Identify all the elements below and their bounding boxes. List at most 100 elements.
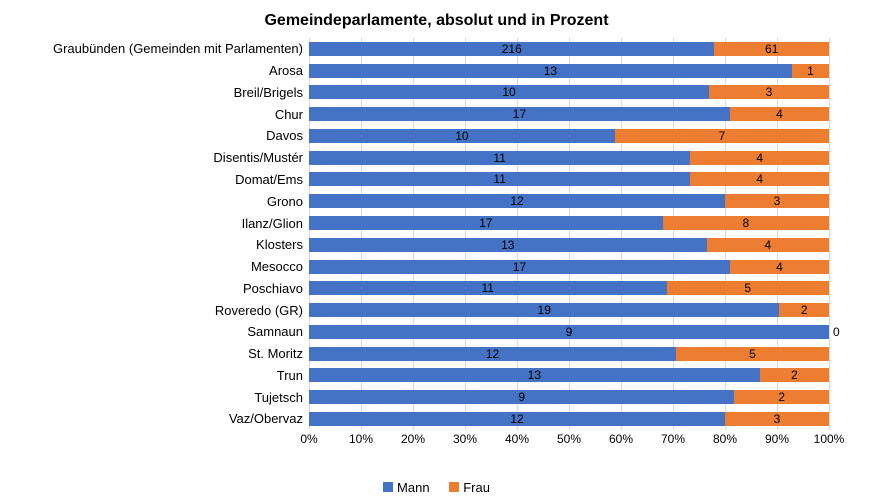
bar-value-mann: 9 (566, 325, 573, 339)
chart-row: Breil/Brigels103 (309, 82, 829, 104)
bar-track: 90 (309, 325, 829, 339)
chart-row: Samnaun90 (309, 321, 829, 343)
row-label: Samnaun (247, 324, 303, 339)
chart-row: Ilanz/Glion178 (309, 212, 829, 234)
chart-row: Davos107 (309, 125, 829, 147)
row-label: Vaz/Obervaz (229, 411, 303, 426)
bar-track: 13 1 (309, 64, 829, 78)
legend-swatch-frau (449, 482, 459, 492)
chart-rows: Graubünden (Gemeinden mit Parlamenten)21… (309, 38, 829, 430)
x-tick: 100% (814, 432, 845, 446)
bar-value-frau: 61 (765, 42, 778, 56)
chart-row: Domat/Ems114 (309, 169, 829, 191)
bar-value-mann: 12 (510, 412, 523, 426)
bar-value-mann: 10 (455, 129, 468, 143)
legend-label-mann: Mann (397, 480, 430, 495)
row-label: Disentis/Mustér (213, 150, 303, 165)
bar-value-mann: 19 (538, 303, 551, 317)
legend-item-mann: Mann (383, 480, 430, 495)
bar-track: 12 3 (309, 194, 829, 208)
bar-value-frau: 4 (756, 151, 763, 165)
bar-value-mann: 12 (486, 347, 499, 361)
bar-value-mann: 13 (528, 368, 541, 382)
x-tick: 70% (661, 432, 685, 446)
bar-value-mann: 13 (501, 238, 514, 252)
grid-line (829, 38, 830, 430)
bar-track: 10 3 (309, 85, 829, 99)
row-label: Roveredo (GR) (215, 303, 303, 318)
bar-value-frau: 5 (744, 281, 751, 295)
plot-area: Graubünden (Gemeinden mit Parlamenten)21… (309, 38, 829, 448)
row-label: Arosa (269, 63, 303, 78)
legend-item-frau: Frau (449, 480, 490, 495)
x-tick: 0% (300, 432, 317, 446)
x-tick: 40% (505, 432, 529, 446)
chart-row: Trun132 (309, 364, 829, 386)
row-label: Davos (266, 128, 303, 143)
row-label: Graubünden (Gemeinden mit Parlamenten) (53, 41, 303, 56)
bar-value-frau: 3 (774, 194, 781, 208)
chart-row: Klosters134 (309, 234, 829, 256)
bar-value-mann: 11 (493, 151, 505, 165)
bar-value-mann: 13 (544, 64, 557, 78)
chart-row: St. Moritz125 (309, 343, 829, 365)
row-label: Grono (267, 194, 303, 209)
chart-row: Poschiavo115 (309, 277, 829, 299)
bar-value-mann: 17 (479, 216, 492, 230)
bar-value-frau: 3 (774, 412, 781, 426)
bar-value-frau: 2 (801, 303, 808, 317)
bar-value-mann: 17 (513, 260, 526, 274)
bar-value-mann: 216 (502, 42, 522, 56)
chart-row: Graubünden (Gemeinden mit Parlamenten)21… (309, 38, 829, 60)
chart-row: Tujetsch92 (309, 386, 829, 408)
bar-value-frau: 0 (833, 325, 840, 339)
bar-value-mann: 12 (510, 194, 523, 208)
bar-track: 17 8 (309, 216, 829, 230)
legend: Mann Frau (0, 480, 873, 496)
row-label: Poschiavo (243, 281, 303, 296)
legend-swatch-mann (383, 482, 393, 492)
x-tick: 50% (557, 432, 581, 446)
bar-value-frau: 4 (756, 172, 763, 186)
chart-row: Arosa131 (309, 60, 829, 82)
x-tick: 30% (453, 432, 477, 446)
row-label: Domat/Ems (235, 172, 303, 187)
bar-track: 19 2 (309, 303, 829, 317)
x-tick: 10% (349, 432, 373, 446)
chart-row: Grono123 (309, 190, 829, 212)
bar-value-frau: 2 (778, 390, 785, 404)
chart-row: Roveredo (GR)192 (309, 299, 829, 321)
bar-track: 174 (309, 107, 829, 121)
bar-value-frau: 8 (742, 216, 749, 230)
row-label: Chur (275, 107, 303, 122)
bar-track: 92 (309, 390, 829, 404)
bar-track: 12 3 (309, 412, 829, 426)
bar-value-mann: 10 (502, 85, 515, 99)
bar-value-frau: 7 (719, 129, 726, 143)
bar-track: 114 (309, 172, 829, 186)
row-label: Breil/Brigels (234, 85, 303, 100)
legend-label-frau: Frau (463, 480, 490, 495)
bar-value-frau: 4 (764, 238, 771, 252)
x-axis: 0%10%20%30%40%50%60%70%80%90%100% (309, 430, 829, 448)
x-tick: 20% (401, 432, 425, 446)
bar-value-frau: 2 (791, 368, 798, 382)
chart-title: Gemeindeparlamente, absolut und in Proze… (24, 12, 849, 30)
bar-value-frau: 3 (766, 85, 773, 99)
x-tick: 90% (765, 432, 789, 446)
chart-row: Vaz/Obervaz123 (309, 408, 829, 430)
chart-row: Chur174 (309, 103, 829, 125)
bar-track: 13 4 (309, 238, 829, 252)
bar-track: 115 (309, 281, 829, 295)
row-label: Trun (277, 368, 303, 383)
bar-value-frau: 5 (749, 347, 756, 361)
bar-value-frau: 1 (807, 64, 814, 78)
row-label: Klosters (256, 237, 303, 252)
bar-value-mann: 9 (518, 390, 525, 404)
bar-track: 12 5 (309, 347, 829, 361)
bar-track: 13 2 (309, 368, 829, 382)
x-tick: 60% (609, 432, 633, 446)
row-label: Ilanz/Glion (242, 216, 303, 231)
row-label: Mesocco (251, 259, 303, 274)
x-tick: 80% (713, 432, 737, 446)
